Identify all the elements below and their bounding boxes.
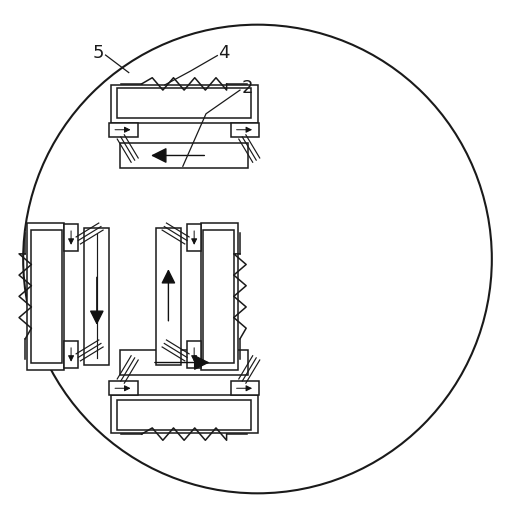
Bar [156, 228, 181, 365]
Bar [201, 223, 238, 370]
Bar [231, 123, 259, 137]
Bar [64, 341, 78, 368]
Bar [109, 123, 138, 137]
Bar [187, 224, 201, 251]
Bar [111, 85, 258, 123]
Bar [109, 381, 138, 395]
Bar [84, 228, 109, 365]
Text: 2: 2 [242, 79, 253, 97]
Bar [120, 143, 248, 168]
Bar [117, 88, 251, 119]
Bar [111, 395, 258, 433]
Bar [187, 341, 201, 368]
Bar [203, 229, 234, 363]
Text: 4: 4 [218, 44, 230, 62]
Bar [120, 350, 248, 375]
Bar [31, 229, 62, 363]
Bar [27, 223, 64, 370]
Text: 5: 5 [92, 44, 104, 62]
Bar [231, 381, 259, 395]
Bar [64, 224, 78, 251]
Bar [117, 399, 251, 430]
